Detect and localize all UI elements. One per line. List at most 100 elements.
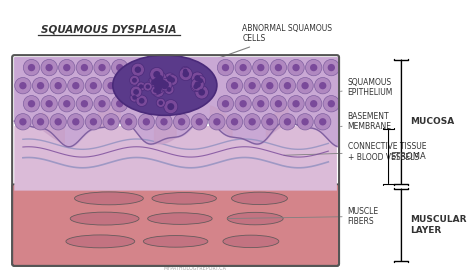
Circle shape (116, 64, 123, 71)
Circle shape (136, 95, 147, 106)
Circle shape (328, 64, 335, 71)
Text: BASEMENT
MEMBRANE: BASEMENT MEMBRANE (340, 112, 392, 131)
Circle shape (155, 77, 161, 83)
Circle shape (257, 100, 264, 107)
Circle shape (275, 64, 282, 71)
Circle shape (130, 93, 139, 102)
Circle shape (323, 96, 339, 112)
Circle shape (154, 83, 161, 90)
Text: MUSCULAR
LAYER: MUSCULAR LAYER (410, 215, 466, 235)
Circle shape (72, 82, 80, 89)
Circle shape (151, 80, 157, 86)
Circle shape (231, 82, 238, 89)
Ellipse shape (231, 192, 287, 205)
FancyBboxPatch shape (14, 126, 337, 191)
Circle shape (157, 81, 163, 87)
Circle shape (160, 118, 168, 125)
Circle shape (253, 96, 269, 112)
Circle shape (288, 96, 304, 112)
Circle shape (155, 83, 164, 92)
Circle shape (167, 76, 173, 82)
Circle shape (310, 100, 318, 107)
Circle shape (194, 75, 201, 81)
Circle shape (15, 78, 31, 94)
Ellipse shape (147, 213, 212, 224)
Circle shape (133, 89, 139, 95)
Circle shape (217, 59, 234, 76)
Circle shape (288, 59, 304, 76)
Ellipse shape (70, 212, 139, 225)
Circle shape (94, 96, 110, 112)
Circle shape (23, 59, 40, 76)
Circle shape (50, 114, 66, 130)
Text: MUCOSA: MUCOSA (410, 117, 454, 126)
Circle shape (81, 100, 88, 107)
Circle shape (270, 96, 287, 112)
Circle shape (150, 68, 164, 81)
Circle shape (164, 73, 176, 85)
Circle shape (157, 75, 163, 81)
Text: SQUAMOUS DYSPLASIA: SQUAMOUS DYSPLASIA (41, 24, 177, 34)
Circle shape (157, 85, 162, 90)
Ellipse shape (74, 192, 143, 205)
Circle shape (143, 118, 150, 125)
Circle shape (157, 77, 170, 90)
Circle shape (155, 76, 169, 90)
Circle shape (32, 114, 49, 130)
Circle shape (129, 75, 139, 85)
Circle shape (37, 118, 44, 125)
Circle shape (306, 59, 322, 76)
Circle shape (63, 100, 71, 107)
Circle shape (301, 82, 309, 89)
Circle shape (76, 59, 92, 76)
Circle shape (132, 78, 137, 83)
Circle shape (152, 74, 164, 86)
Circle shape (158, 101, 163, 105)
Ellipse shape (66, 235, 135, 248)
Circle shape (270, 59, 287, 76)
Circle shape (164, 85, 174, 94)
Circle shape (253, 59, 269, 76)
Text: SQUAMOUS
EPITHELIUM: SQUAMOUS EPITHELIUM (340, 78, 393, 97)
Circle shape (146, 85, 150, 89)
Circle shape (85, 114, 101, 130)
Circle shape (222, 100, 229, 107)
Circle shape (55, 82, 62, 89)
Ellipse shape (223, 235, 279, 248)
Circle shape (158, 80, 165, 87)
Circle shape (111, 59, 128, 76)
Circle shape (266, 118, 273, 125)
Circle shape (155, 78, 166, 90)
Circle shape (213, 118, 220, 125)
Text: MUSCLE
FIBERS: MUSCLE FIBERS (228, 207, 379, 226)
Circle shape (90, 118, 97, 125)
Circle shape (179, 68, 192, 81)
Circle shape (191, 78, 204, 91)
Circle shape (148, 76, 160, 89)
Circle shape (108, 118, 115, 125)
Circle shape (315, 114, 331, 130)
Circle shape (153, 71, 160, 78)
Circle shape (284, 82, 291, 89)
Circle shape (138, 114, 155, 130)
Circle shape (198, 89, 205, 96)
Circle shape (279, 78, 296, 94)
Circle shape (46, 64, 53, 71)
Circle shape (262, 78, 278, 94)
Circle shape (161, 82, 168, 89)
Circle shape (315, 78, 331, 94)
Circle shape (173, 114, 190, 130)
Circle shape (132, 95, 137, 100)
Circle shape (222, 64, 229, 71)
Circle shape (46, 100, 53, 107)
Circle shape (191, 72, 203, 84)
Circle shape (85, 78, 101, 94)
Circle shape (155, 83, 164, 92)
Circle shape (131, 63, 145, 76)
Circle shape (209, 114, 225, 130)
Circle shape (182, 71, 189, 77)
Circle shape (144, 82, 152, 91)
Circle shape (306, 96, 322, 112)
Circle shape (116, 100, 123, 107)
Circle shape (297, 78, 313, 94)
